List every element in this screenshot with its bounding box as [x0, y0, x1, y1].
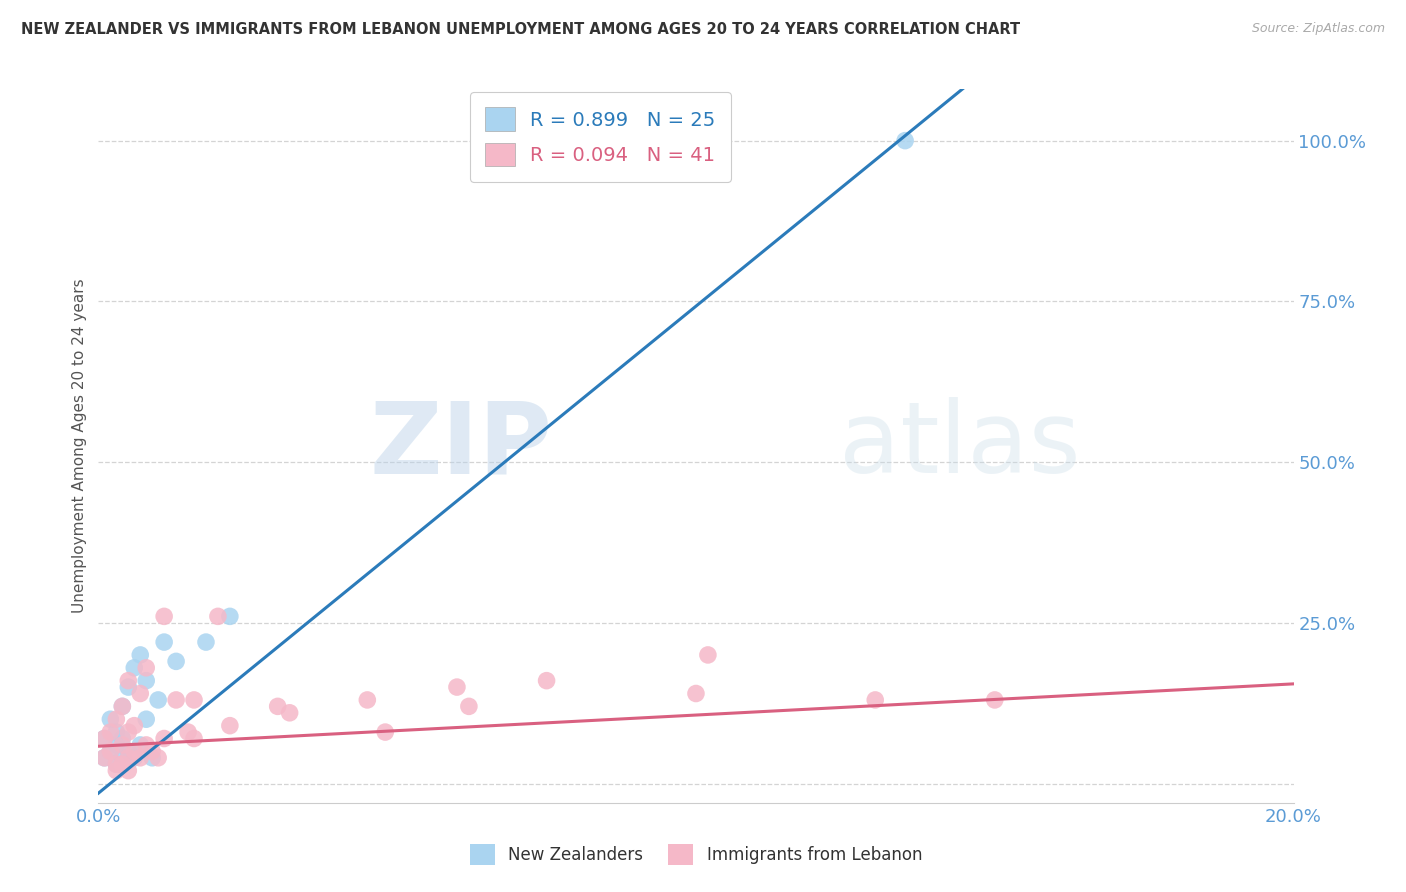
Point [865, 693, 887, 707]
Point [153, 731, 176, 746]
Point [129, 648, 152, 662]
Point [93, 751, 115, 765]
Point [135, 673, 157, 688]
Point [278, 706, 301, 720]
Text: NEW ZEALANDER VS IMMIGRANTS FROM LEBANON UNEMPLOYMENT AMONG AGES 20 TO 24 YEARS : NEW ZEALANDER VS IMMIGRANTS FROM LEBANON… [21, 22, 1021, 37]
Point [446, 680, 468, 694]
Point [117, 751, 139, 765]
Point [111, 699, 134, 714]
Point [111, 757, 134, 772]
Point [153, 609, 176, 624]
Legend: New Zealanders, Immigrants from Lebanon: New Zealanders, Immigrants from Lebanon [461, 836, 931, 873]
Point [105, 764, 128, 778]
Point [148, 693, 170, 707]
Point [117, 744, 139, 758]
Point [219, 609, 242, 624]
Point [124, 661, 146, 675]
Point [129, 751, 152, 765]
Point [117, 680, 139, 694]
Point [93, 751, 115, 765]
Point [111, 751, 134, 765]
Point [195, 635, 218, 649]
Point [129, 738, 152, 752]
Point [374, 725, 396, 739]
Point [98, 725, 122, 739]
Point [458, 699, 481, 714]
Point [141, 751, 163, 765]
Point [148, 751, 170, 765]
Point [135, 661, 157, 675]
Point [111, 731, 134, 746]
Point [135, 738, 157, 752]
Point [183, 693, 205, 707]
Point [165, 693, 187, 707]
Point [117, 725, 139, 739]
Point [105, 757, 128, 772]
Point [124, 744, 146, 758]
Point [93, 731, 115, 746]
Point [207, 609, 229, 624]
Text: ZIP: ZIP [370, 398, 553, 494]
Point [894, 134, 917, 148]
Point [183, 731, 205, 746]
Point [129, 686, 152, 700]
Point [267, 699, 290, 714]
Point [153, 635, 176, 649]
Point [165, 654, 187, 668]
Point [105, 725, 128, 739]
Point [105, 738, 128, 752]
Point [117, 673, 139, 688]
Point [98, 744, 122, 758]
Point [124, 751, 146, 765]
Point [135, 712, 157, 726]
Point [177, 725, 200, 739]
Point [105, 757, 128, 772]
Point [685, 686, 707, 700]
Point [111, 699, 134, 714]
Point [105, 712, 128, 726]
Point [117, 764, 139, 778]
Point [984, 693, 1007, 707]
Point [356, 693, 378, 707]
Point [124, 719, 146, 733]
Point [111, 738, 134, 752]
Text: atlas: atlas [839, 398, 1081, 494]
Y-axis label: Unemployment Among Ages 20 to 24 years: Unemployment Among Ages 20 to 24 years [72, 278, 87, 614]
Point [98, 744, 122, 758]
Point [219, 719, 242, 733]
Point [536, 673, 558, 688]
Point [697, 648, 720, 662]
Point [141, 744, 163, 758]
Point [93, 731, 115, 746]
Text: Source: ZipAtlas.com: Source: ZipAtlas.com [1251, 22, 1385, 36]
Point [98, 712, 122, 726]
